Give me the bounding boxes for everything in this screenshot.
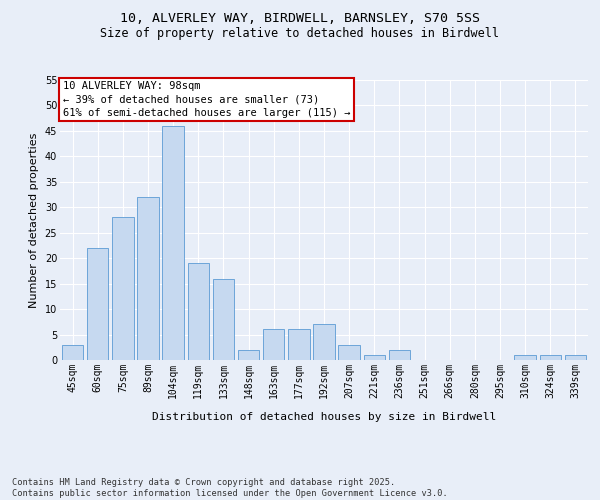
Bar: [163, 126, 184, 360]
Bar: [539, 355, 561, 360]
Text: 10, ALVERLEY WAY, BIRDWELL, BARNSLEY, S70 5SS: 10, ALVERLEY WAY, BIRDWELL, BARNSLEY, S7…: [120, 12, 480, 26]
Bar: [389, 350, 410, 360]
Text: Size of property relative to detached houses in Birdwell: Size of property relative to detached ho…: [101, 28, 499, 40]
Bar: [313, 324, 335, 360]
Bar: [112, 218, 134, 360]
Bar: [213, 278, 234, 360]
Bar: [87, 248, 109, 360]
Bar: [514, 355, 536, 360]
Bar: [565, 355, 586, 360]
Bar: [62, 344, 83, 360]
Bar: [188, 264, 209, 360]
Text: Contains HM Land Registry data © Crown copyright and database right 2025.
Contai: Contains HM Land Registry data © Crown c…: [12, 478, 448, 498]
Y-axis label: Number of detached properties: Number of detached properties: [29, 132, 39, 308]
Bar: [263, 330, 284, 360]
Text: 10 ALVERLEY WAY: 98sqm
← 39% of detached houses are smaller (73)
61% of semi-det: 10 ALVERLEY WAY: 98sqm ← 39% of detached…: [62, 82, 350, 118]
Bar: [364, 355, 385, 360]
Text: Distribution of detached houses by size in Birdwell: Distribution of detached houses by size …: [152, 412, 496, 422]
Bar: [238, 350, 259, 360]
Bar: [288, 330, 310, 360]
Bar: [137, 197, 158, 360]
Bar: [338, 344, 360, 360]
